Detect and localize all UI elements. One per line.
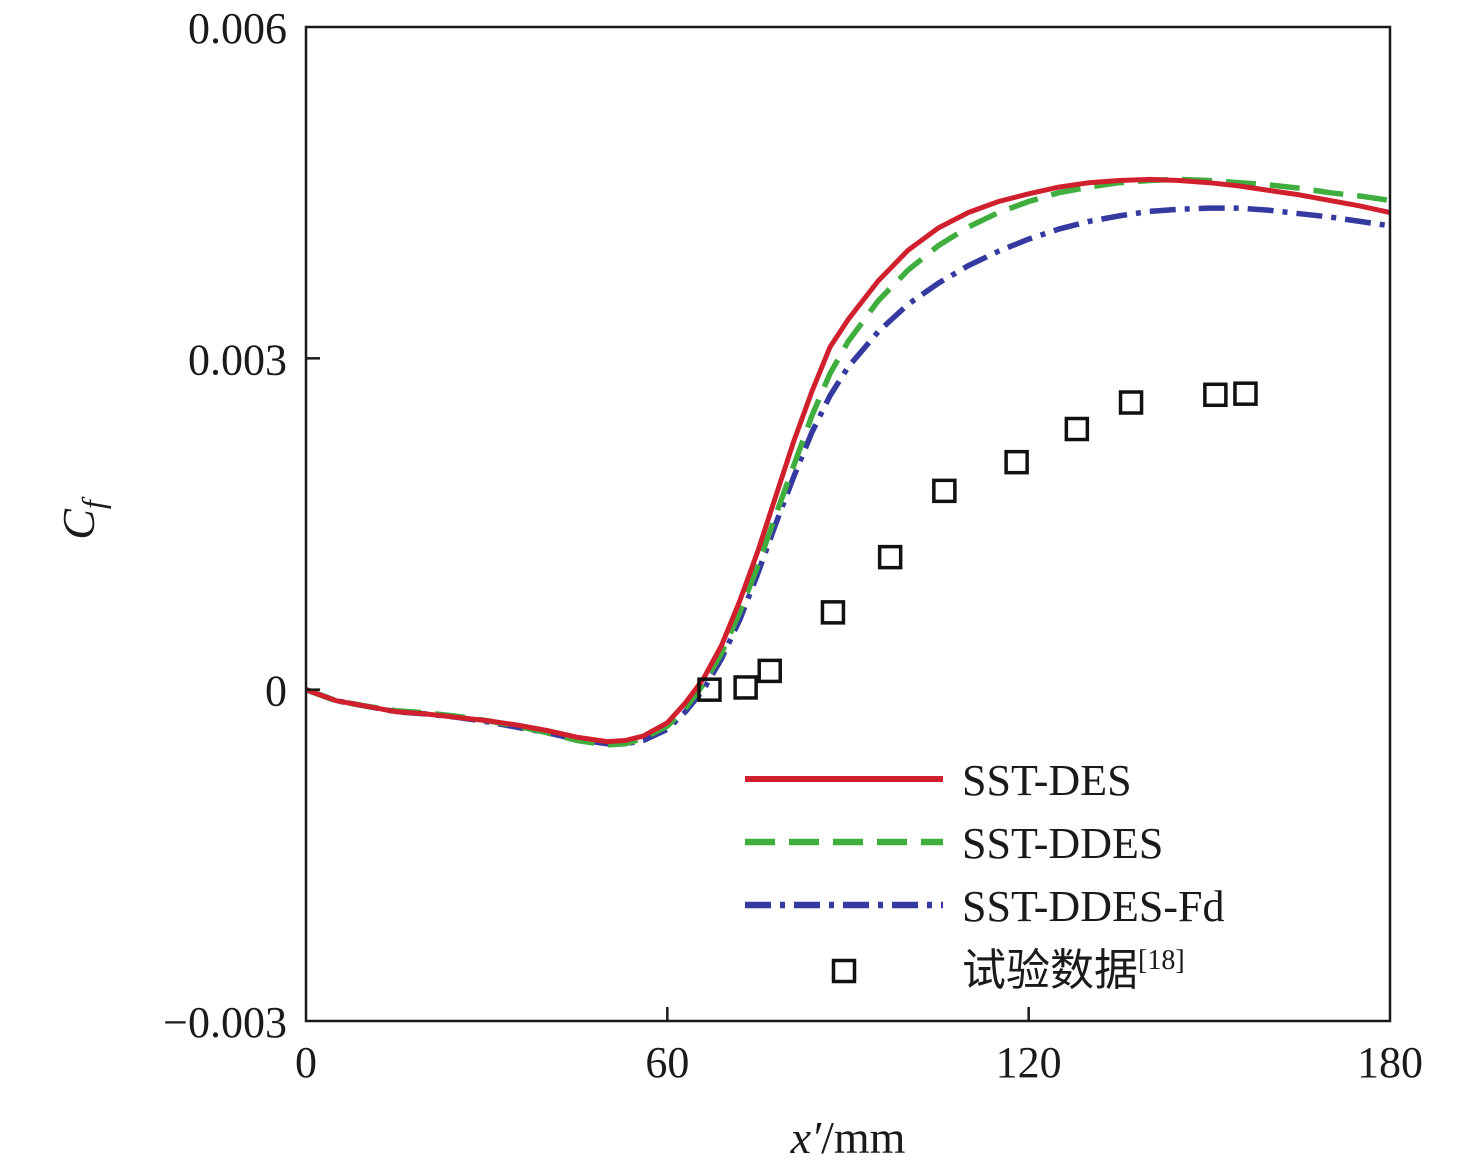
experimental-data-point [1118, 390, 1144, 415]
experimental-data-point [697, 677, 722, 702]
x-axis-variable: x′ [790, 1112, 822, 1163]
legend-entry: SST-DDES-Fd [745, 882, 1224, 931]
y-tick-label: 0.006 [188, 4, 287, 53]
experimental-data-point [1233, 381, 1258, 406]
x-axis-title: x′/mm [790, 1112, 906, 1163]
legend-entry: SST-DDES [745, 819, 1163, 868]
legend-label-citation: [18] [1138, 945, 1185, 976]
experimental-data-point [1203, 382, 1228, 408]
legend-entry: SST-DES [745, 756, 1132, 805]
legend-entry: 试验数据[18] [831, 945, 1185, 995]
legend-label: SST-DDES-Fd [962, 882, 1224, 931]
x-tick-label: 180 [1357, 1038, 1423, 1087]
y-tick-label: 0.003 [188, 335, 287, 384]
experimental-data-point [932, 478, 957, 504]
y-tick-label: 0 [265, 667, 287, 716]
y-axis-variable: C [53, 508, 104, 540]
y-tick-label: −0.003 [163, 998, 287, 1047]
x-tick-label: 0 [295, 1038, 317, 1087]
series-line-sst-des [306, 176, 1390, 745]
y-axis-title: Cf [53, 496, 111, 540]
experimental-data-point [1004, 449, 1029, 475]
x-tick-label: 60 [645, 1038, 689, 1087]
legend: SST-DES SST-DDES SST-DDES-Fd 试验数据[18] [745, 756, 1224, 995]
experimental-data-point [877, 544, 903, 570]
plot-frame [304, 25, 1392, 1023]
experimental-data-point [733, 675, 758, 700]
series-line-sst-ddes-fd [306, 205, 1390, 747]
series-line-sst-ddes [306, 176, 1390, 748]
y-axis-subscript: f [75, 496, 111, 509]
x-tick-label: 120 [996, 1038, 1062, 1087]
legend-label: SST-DES [962, 756, 1132, 805]
legend-marker [831, 958, 857, 984]
legend-label-main: 试验数据 [962, 946, 1138, 995]
legend-label: SST-DDES [962, 819, 1163, 868]
x-axis-unit: /mm [821, 1112, 906, 1163]
experimental-data-point [1064, 416, 1090, 442]
series-layer [306, 176, 1390, 748]
legend-label: 试验数据[18] [962, 945, 1185, 995]
experimental-data-point [757, 658, 782, 684]
experimental-data-point [820, 600, 846, 625]
